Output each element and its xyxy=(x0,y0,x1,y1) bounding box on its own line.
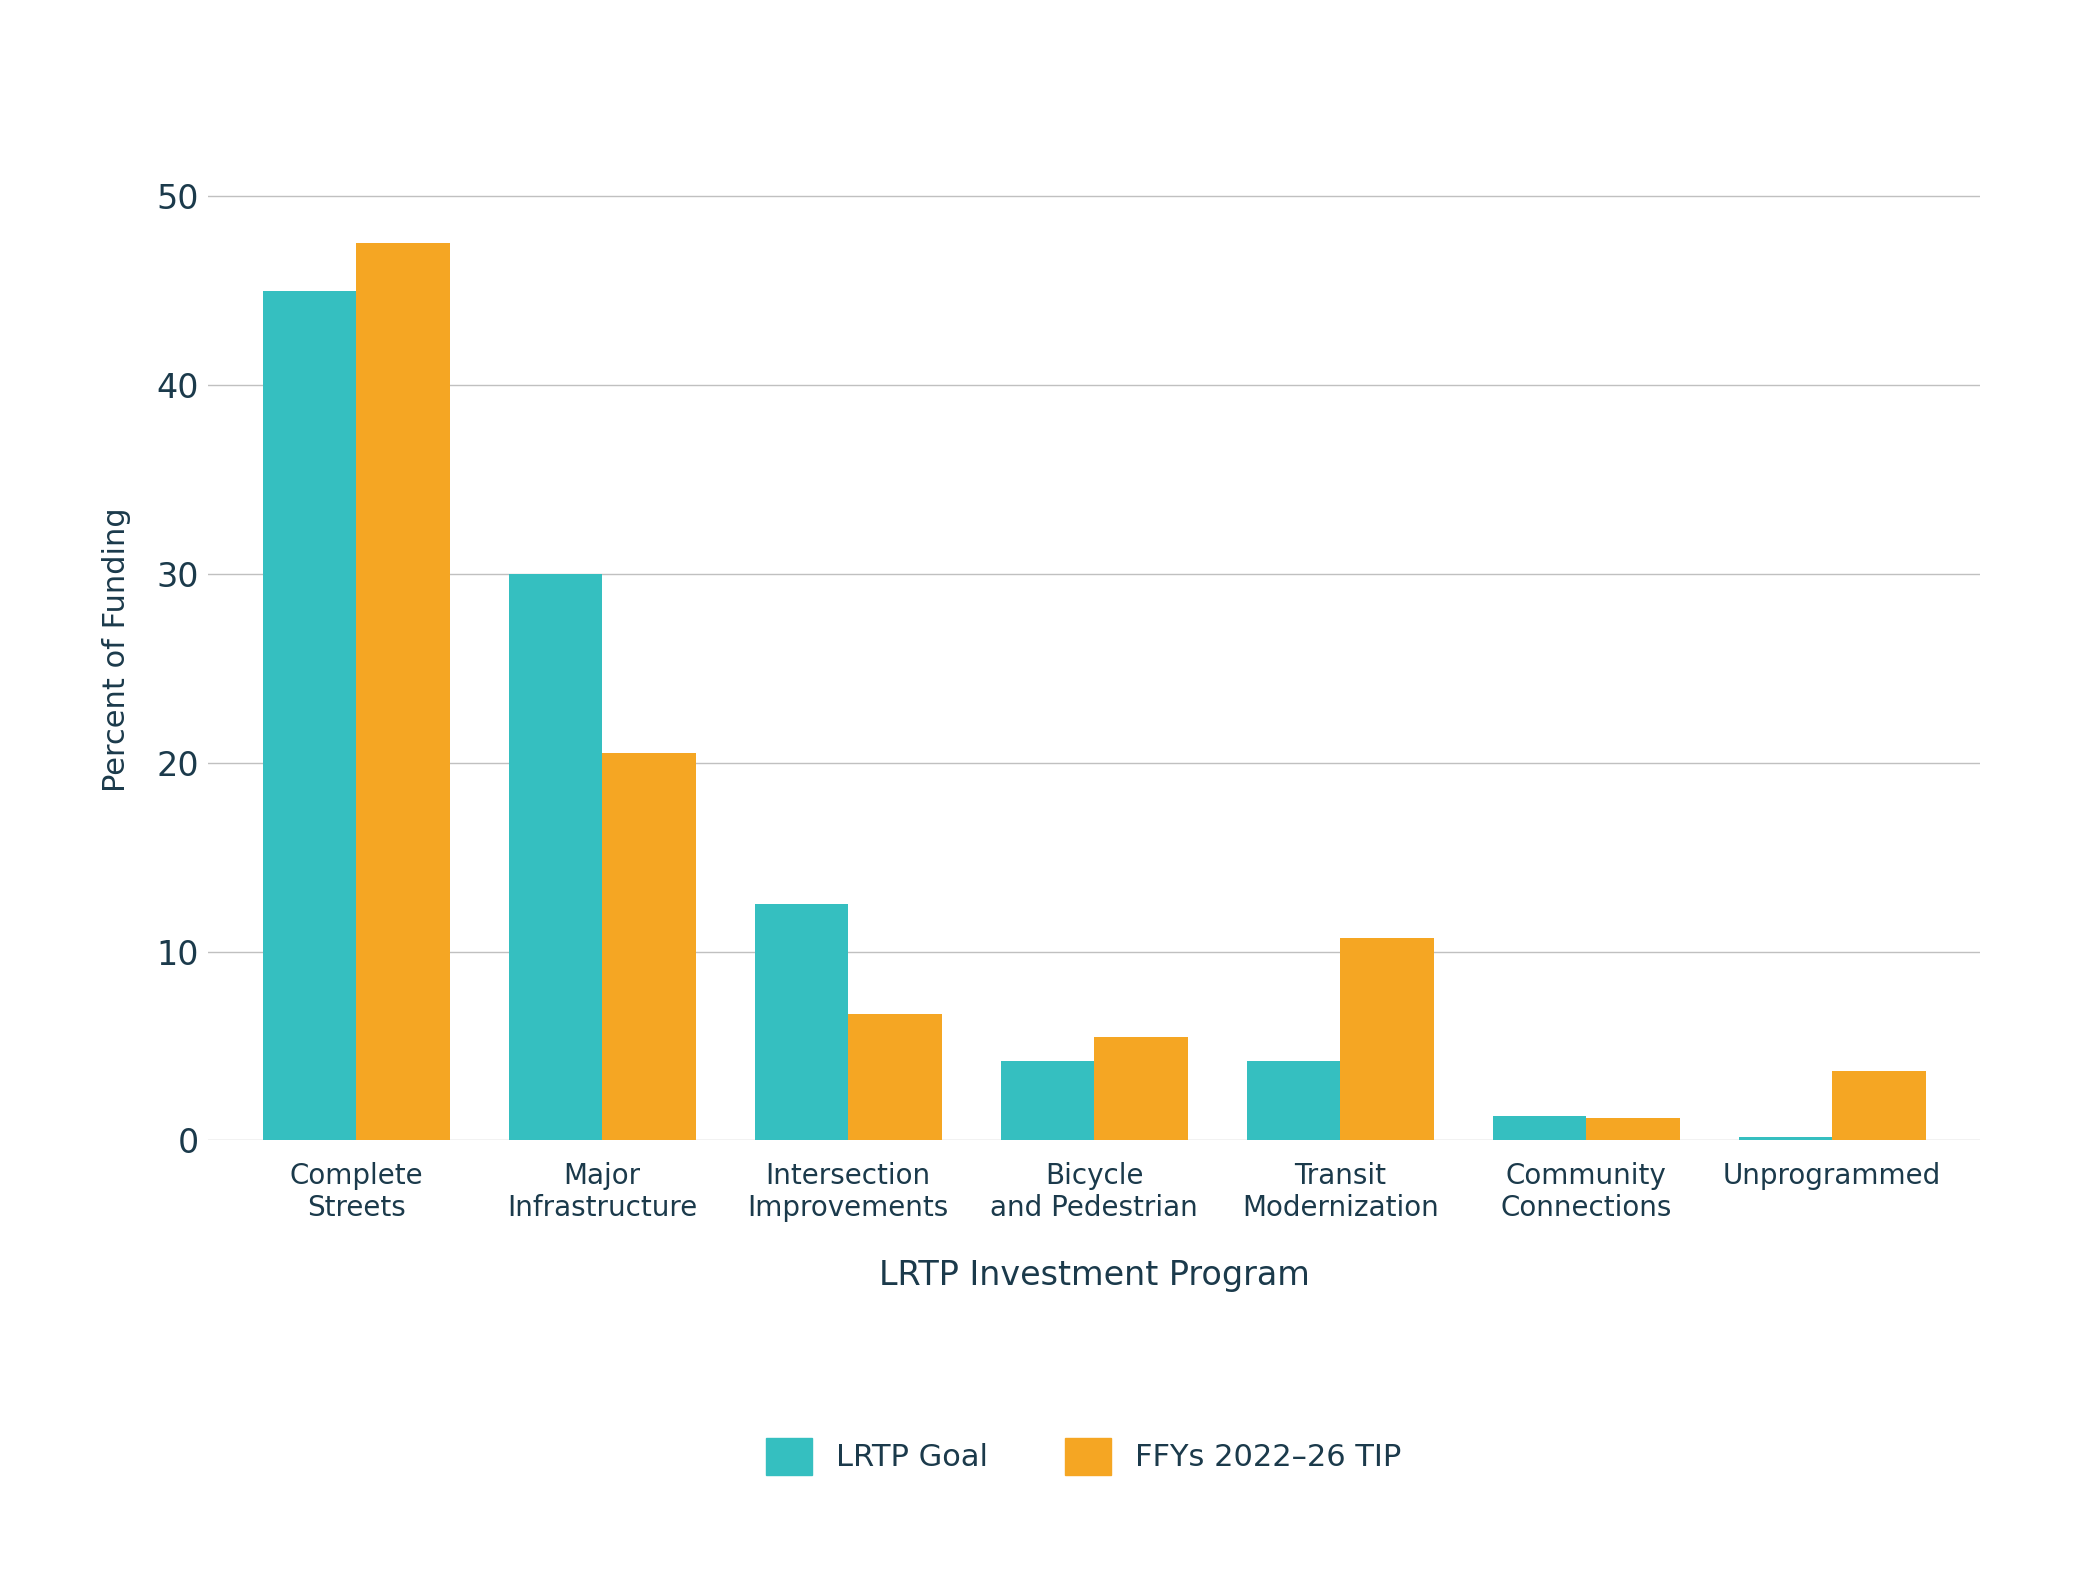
Bar xyxy=(1738,1137,1832,1140)
Bar xyxy=(754,904,848,1140)
Bar xyxy=(1492,1115,1586,1140)
Bar xyxy=(848,1014,942,1140)
Bar xyxy=(356,244,450,1140)
Bar xyxy=(1246,1061,1340,1140)
Bar xyxy=(1586,1118,1680,1140)
Bar xyxy=(1340,938,1434,1140)
Text: LRTP Investment Program: LRTP Investment Program xyxy=(879,1259,1309,1291)
Bar xyxy=(1094,1036,1188,1140)
Y-axis label: Percent of Funding: Percent of Funding xyxy=(102,507,131,792)
Bar xyxy=(508,573,602,1140)
Legend: LRTP Goal, FFYs 2022–26 TIP: LRTP Goal, FFYs 2022–26 TIP xyxy=(736,1407,1432,1505)
Bar xyxy=(1832,1071,1926,1140)
Bar xyxy=(602,754,696,1140)
Bar xyxy=(263,290,356,1140)
Bar xyxy=(1000,1061,1094,1140)
